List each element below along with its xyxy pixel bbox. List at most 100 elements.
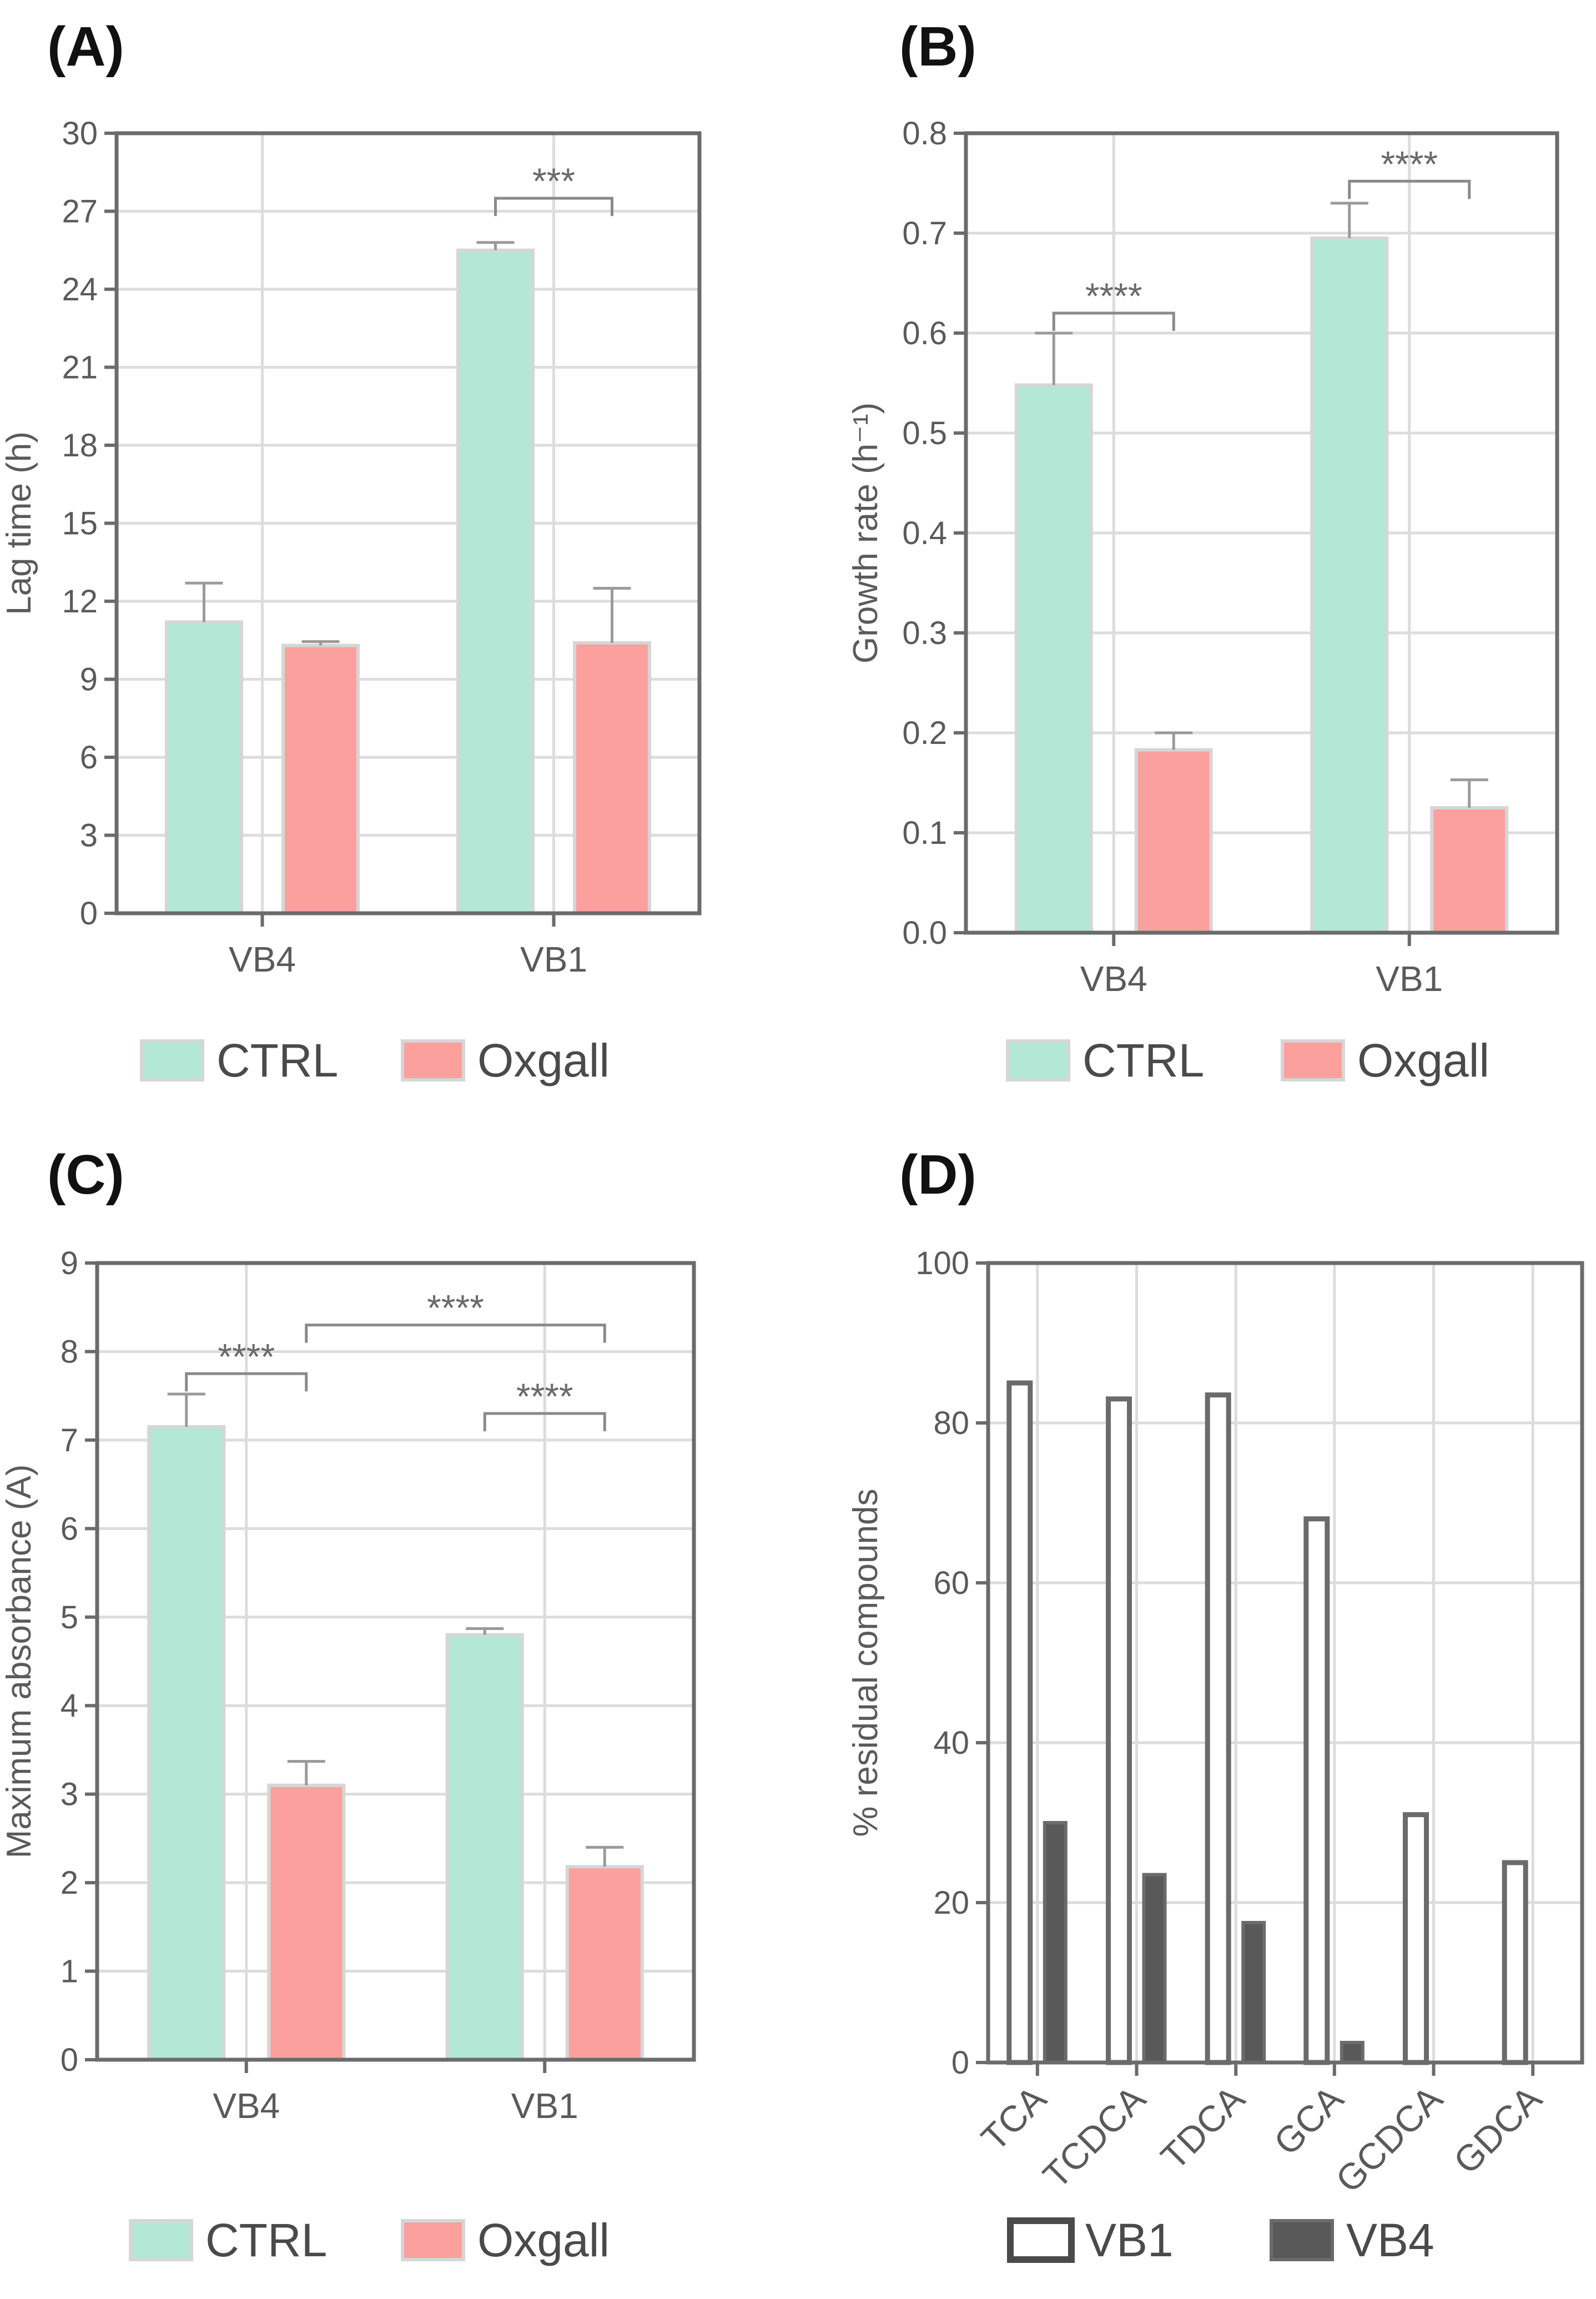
significance-bracket	[305, 1324, 606, 1343]
y-tick-label: 18	[62, 427, 98, 464]
y-tick-label: 40	[933, 1725, 969, 1761]
legend-swatch-ctrl	[1006, 1039, 1070, 1081]
bar-ctrl-vb4	[1014, 383, 1093, 934]
x-tick-label: VB4	[213, 2086, 280, 2126]
significance-bracket	[1052, 311, 1175, 331]
panel-label: (B)	[899, 16, 976, 78]
plot-frame	[964, 131, 1559, 935]
bar-vb4-tdca	[1241, 1921, 1266, 2064]
significance-bracket	[1348, 179, 1471, 199]
significance-bracket	[185, 1372, 308, 1392]
panel-label: (D)	[899, 1144, 976, 1206]
y-tick-label: 80	[933, 1405, 969, 1441]
y-tick-label: 100	[915, 1245, 969, 1281]
legend-swatch-ctrl	[129, 2219, 193, 2261]
chart-panel-1: (A) 0 3 6 9 12 15 18 21 24 27 30 *** VB4 VB1 Lag time (…	[0, 16, 702, 1086]
y-tick-label: 8	[61, 1334, 78, 1370]
y-tick-label: 0.1	[902, 815, 947, 851]
y-tick-label: 6	[80, 739, 98, 776]
y-tick-label: 0	[80, 896, 98, 932]
plot-frame	[95, 1261, 696, 2062]
significance-bracket	[483, 1412, 606, 1432]
bar-ctrl-vb1	[1310, 237, 1389, 934]
chart-panel-2: (B) 0.0 0.1 0.2 0.3 0.4 0.5 0.6 0.7 0.8 **** **** VB…	[847, 16, 1559, 1086]
y-tick-label: 0	[61, 2042, 78, 2078]
x-tick-label: VB1	[511, 2086, 578, 2126]
y-tick-label: 9	[80, 662, 98, 698]
y-tick-label: 0.6	[902, 315, 947, 351]
bar-vb1-tcdca	[1106, 1396, 1132, 2065]
legend-swatch-ctrl	[140, 1039, 204, 1081]
bar-oxgall-vb1	[565, 1865, 644, 2062]
bar-ctrl-vb4	[165, 620, 243, 915]
y-tick-label: 2	[61, 1865, 78, 1901]
bar-vb4-tca	[1043, 1821, 1068, 2064]
bar-oxgall-vb4	[1134, 748, 1213, 934]
significance-label: ***	[532, 160, 575, 202]
y-tick-label: 3	[61, 1777, 78, 1813]
y-tick-label: 5	[61, 1599, 78, 1636]
y-tick-label: 27	[62, 194, 98, 230]
y-tick-label: 7	[61, 1422, 78, 1458]
y-axis-title: Growth rate (h⁻¹)	[847, 403, 885, 663]
y-tick-label: 30	[62, 115, 98, 152]
bar-ctrl-vb1	[456, 248, 535, 915]
legend-label-ctrl: CTRL	[1083, 1034, 1204, 1086]
y-tick-label: 6	[61, 1511, 78, 1547]
legend-label-oxgall: Oxgall	[477, 1034, 610, 1086]
y-tick-label: 0.7	[902, 215, 947, 251]
bar-vb1-gcdca	[1403, 1812, 1429, 2065]
bar-vb1-tdca	[1205, 1392, 1231, 2065]
plot-frame	[114, 131, 702, 915]
y-tick-label: 0.5	[902, 415, 947, 451]
x-tick-label: VB4	[229, 939, 296, 979]
y-axis-title: % residual compounds	[847, 1488, 885, 1837]
significance-label: ****	[516, 1376, 573, 1417]
legend-label-oxgall: Oxgall	[1357, 1034, 1489, 1086]
y-tick-label: 24	[62, 271, 98, 308]
legend-label-oxgall: Oxgall	[477, 2214, 610, 2266]
y-axis-title: Maximum absorbance (A)	[0, 1465, 38, 1859]
bar-oxgall-vb4	[281, 643, 360, 915]
bar-vb1-gca	[1303, 1516, 1330, 2065]
significance-bracket	[494, 197, 613, 217]
legend-swatch-oxgall	[401, 1039, 465, 1081]
bar-vb1-tca	[1006, 1380, 1033, 2065]
y-axis-title: Lag time (h)	[0, 431, 38, 615]
bar-oxgall-vb1	[1430, 806, 1509, 934]
significance-label: ****	[218, 1336, 275, 1377]
y-tick-label: 0.2	[902, 715, 947, 751]
x-tick-label: VB1	[520, 939, 587, 979]
y-tick-label: 3	[80, 818, 98, 854]
legend-swatch-vb1	[1007, 2217, 1075, 2263]
legend-label-vb1: VB1	[1085, 2214, 1174, 2266]
chart-panel-3: (C) 0 1 2 3 4 5 6 7 8 9 **** **** **** VB4 VB1 Maximum a…	[0, 1144, 696, 2266]
y-tick-label: 60	[933, 1565, 969, 1601]
panel-label: (C)	[47, 1144, 124, 1206]
y-tick-label: 0	[951, 2045, 969, 2081]
panel-label: (A)	[47, 16, 124, 78]
legend-swatch-oxgall	[1281, 1039, 1345, 1081]
y-tick-label: 0.4	[902, 515, 947, 551]
y-tick-label: 0.0	[902, 915, 947, 951]
y-tick-label: 1	[61, 1954, 78, 1990]
legend-label-ctrl: CTRL	[217, 1034, 338, 1086]
y-tick-label: 4	[61, 1688, 78, 1724]
legend-swatch-oxgall	[401, 2219, 465, 2261]
y-tick-label: 15	[62, 506, 98, 542]
x-tick-label: VB1	[1376, 959, 1443, 999]
y-tick-label: 20	[933, 1885, 969, 1921]
y-tick-label: 9	[61, 1245, 78, 1281]
plot-frame	[986, 1261, 1584, 2065]
significance-label: ****	[427, 1287, 484, 1329]
y-tick-label: 0.3	[902, 615, 947, 651]
legend-swatch-vb4	[1270, 2219, 1334, 2261]
bar-vb1-gdca	[1502, 1860, 1528, 2065]
significance-label: ****	[1381, 143, 1438, 184]
significance-label: ****	[1085, 275, 1142, 316]
bar-vb4-tcdca	[1142, 1873, 1167, 2065]
legend-label-ctrl: CTRL	[205, 2214, 327, 2266]
y-tick-label: 12	[62, 583, 98, 620]
x-tick-label: VB4	[1080, 959, 1147, 999]
